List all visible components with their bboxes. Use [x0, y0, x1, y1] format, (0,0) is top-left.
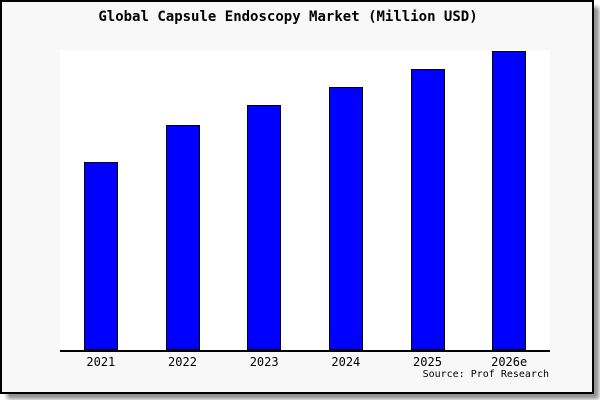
bar-2023 — [247, 105, 282, 350]
x-tick-label-2023: 2023 — [249, 355, 279, 369]
x-tick-label-2022: 2022 — [168, 355, 197, 369]
x-axis-line — [60, 350, 550, 352]
bar-2026e — [492, 51, 527, 350]
bar-2021 — [83, 162, 118, 350]
chart-title: Global Capsule Endoscopy Market (Million… — [98, 9, 478, 25]
x-tick-label-2021: 2021 — [86, 355, 116, 369]
x-tick-label-2024: 2024 — [331, 355, 361, 369]
x-axis-labels: 2021 2022 2023 2024 2025 2026e — [60, 355, 550, 371]
source-credit: Source: Prof Research — [422, 369, 549, 380]
x-tick-label-2026e: 2026e — [491, 355, 528, 369]
chart-frame: Global Capsule Endoscopy Market (Million… — [0, 0, 594, 394]
x-tick-label-2025: 2025 — [413, 355, 442, 369]
bar-2022 — [165, 125, 200, 350]
bar-2024 — [328, 87, 363, 350]
bar-2025 — [410, 69, 445, 350]
plot-area — [60, 50, 550, 350]
